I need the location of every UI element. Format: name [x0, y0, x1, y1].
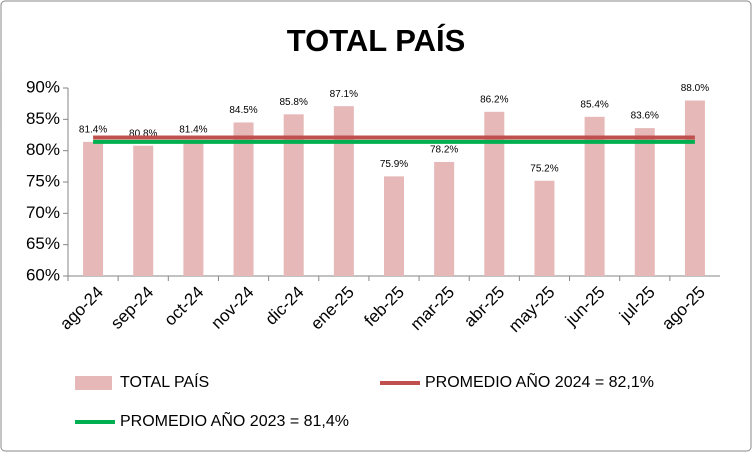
bar	[534, 180, 555, 276]
value-label: 85.8%	[280, 97, 308, 108]
legend-label: PROMEDIO AÑO 2023 = 81,4%	[120, 410, 349, 430]
y-tick-label: 80%	[26, 140, 60, 159]
bar	[333, 106, 354, 276]
bar	[434, 161, 455, 276]
value-label: 80.8%	[129, 128, 157, 139]
bar	[83, 141, 104, 276]
y-tick-label: 60%	[26, 265, 60, 284]
bar	[183, 141, 204, 276]
y-tick-label: 65%	[26, 234, 60, 253]
value-label: 78.2%	[430, 145, 458, 156]
value-label: 75.2%	[530, 163, 558, 174]
bar	[233, 122, 254, 276]
bar	[384, 176, 404, 276]
y-tick-label: 75%	[26, 171, 60, 190]
value-label: 86.2%	[480, 94, 508, 105]
chart-title: TOTAL PAÍS	[287, 23, 466, 58]
value-label: 75.9%	[380, 159, 408, 170]
bar	[634, 128, 655, 276]
bar	[484, 111, 505, 277]
y-tick-label: 70%	[26, 203, 60, 222]
value-label: 85.4%	[580, 99, 608, 110]
bar	[283, 114, 304, 276]
bar	[684, 100, 705, 277]
value-label: 83.6%	[631, 111, 659, 122]
value-label: 88.0%	[681, 83, 709, 94]
bar	[584, 116, 605, 277]
legend-label: PROMEDIO AÑO 2024 = 82,1%	[425, 371, 654, 391]
y-tick-label: 85%	[26, 109, 60, 128]
value-label: 84.5%	[229, 105, 257, 116]
legend-label: TOTAL PAÍS	[120, 372, 209, 391]
value-label: 87.1%	[330, 89, 358, 100]
value-label: 81.4%	[179, 125, 207, 136]
bar	[133, 145, 154, 276]
value-label: 81.4%	[79, 125, 107, 136]
y-tick-label: 90%	[26, 77, 60, 96]
legend-swatch	[75, 376, 112, 390]
